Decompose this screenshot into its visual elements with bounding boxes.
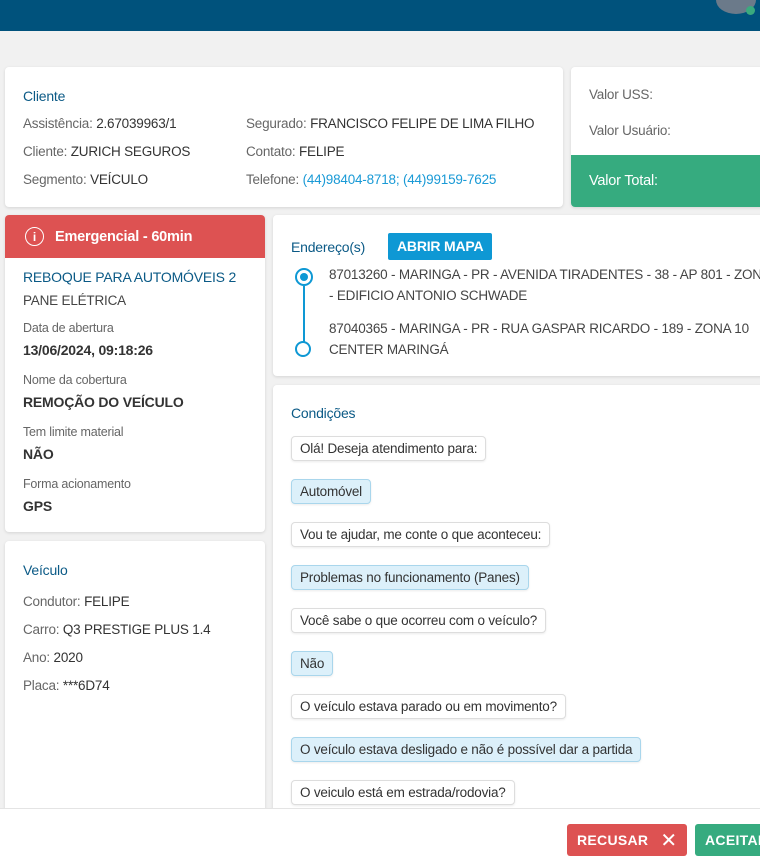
value: FELIPE xyxy=(299,144,345,159)
label: Carro: xyxy=(23,622,60,637)
priority-banner: i Emergencial - 60min xyxy=(5,215,265,258)
reject-label: RECUSAR xyxy=(577,832,649,848)
close-icon: ✕ xyxy=(660,829,678,852)
accept-label: ACEITAR xyxy=(705,832,760,848)
assistencia: Assistência: 2.67039963/1 xyxy=(23,116,177,131)
label: Placa: xyxy=(23,678,60,693)
online-status-icon xyxy=(746,6,755,15)
label: Condutor: xyxy=(23,594,81,609)
reject-button[interactable]: RECUSAR ✕ xyxy=(567,824,687,856)
cliente: Cliente: ZURICH SEGUROS xyxy=(23,144,190,159)
value: Q3 PRESTIGE PLUS 1.4 xyxy=(62,622,211,637)
phone-link[interactable]: (44)98404-8718; (44)99159-7625 xyxy=(302,172,497,187)
origin-marker-icon xyxy=(295,268,313,286)
service-name: REBOQUE PARA AUTOMÓVEIS 2 xyxy=(23,269,237,285)
field-value: GPS xyxy=(23,498,52,514)
client-card: Cliente Assistência: 2.67039963/1 Client… xyxy=(5,67,563,207)
question-bubble: Você sabe o que ocorreu com o veículo? xyxy=(291,608,547,633)
value: ***6D74 xyxy=(62,678,110,693)
address-card: Endereço(s) ABRIR MAPA 87013260 - MARING… xyxy=(273,215,760,376)
problem: PANE ELÉTRICA xyxy=(23,293,126,308)
field-value: REMOÇÃO DO VEÍCULO xyxy=(23,394,184,410)
answer-bubble: O veículo estava desligado e não é possí… xyxy=(291,737,642,762)
destination-marker-icon xyxy=(295,341,311,357)
field-label: Nome da cobertura xyxy=(23,373,127,387)
total-bar: Valor Total: xyxy=(571,155,760,207)
answer-bubble: Problemas no funcionamento (Panes) xyxy=(291,565,529,590)
priority-text: Emergencial - 60min xyxy=(55,228,193,245)
valor-uss-label: Valor USS: xyxy=(589,87,653,102)
label: Telefone: xyxy=(246,172,299,187)
value: FELIPE xyxy=(84,594,130,609)
telefone: Telefone: (44)98404-8718; (44)99159-7625 xyxy=(246,172,496,187)
address-line: - EDIFICIO ANTONIO SCHWADE xyxy=(329,288,528,303)
label: Assistência: xyxy=(23,116,93,131)
open-map-button[interactable]: ABRIR MAPA xyxy=(388,233,493,260)
field-label: Forma acionamento xyxy=(23,477,131,491)
address-line: 87040365 - MARINGA - PR - RUA GASPAR RIC… xyxy=(329,321,749,336)
top-bar xyxy=(0,0,760,31)
field-value: 13/06/2024, 09:18:26 xyxy=(23,342,153,358)
value: 2.67039963/1 xyxy=(96,116,177,131)
question-bubble: Vou te ajudar, me conte o que aconteceu: xyxy=(291,522,551,547)
label: Segurado: xyxy=(246,116,307,131)
field-label: Data de abertura xyxy=(23,321,114,335)
client-title: Cliente xyxy=(23,88,66,104)
question-bubble: Olá! Deseja atendimento para: xyxy=(291,436,487,461)
answer-bubble: Não xyxy=(291,651,334,676)
value: FRANCISCO FELIPE DE LIMA FILHO xyxy=(310,116,535,131)
contato: Contato: FELIPE xyxy=(246,144,345,159)
values-card: Valor USS: Valor Usuário: Valor Total: xyxy=(571,67,760,207)
valor-total-label: Valor Total: xyxy=(589,173,658,189)
question-bubble: O veículo estava parado ou em movimento? xyxy=(291,694,566,719)
conditions-card: Condições Olá! Deseja atendimento para: … xyxy=(273,385,760,835)
address-line: CENTER MARINGÁ xyxy=(329,342,449,357)
address-title: Endereço(s) xyxy=(291,239,366,255)
valor-usuario-label: Valor Usuário: xyxy=(589,123,671,138)
label: Ano: xyxy=(23,650,50,665)
label: Segmento: xyxy=(23,172,87,187)
question-bubble: O veiculo está em estrada/rodovia? xyxy=(291,780,515,805)
field-label: Tem limite material xyxy=(23,425,124,439)
carro: Carro: Q3 PRESTIGE PLUS 1.4 xyxy=(23,622,211,637)
service-card: i Emergencial - 60min REBOQUE PARA AUTOM… xyxy=(5,215,265,532)
value: ZURICH SEGUROS xyxy=(70,144,191,159)
placa: Placa: ***6D74 xyxy=(23,678,110,693)
vehicle-card: Veículo Condutor: FELIPE Carro: Q3 PREST… xyxy=(5,541,265,831)
condutor: Condutor: FELIPE xyxy=(23,594,130,609)
info-icon: i xyxy=(25,227,44,246)
segurado: Segurado: FRANCISCO FELIPE DE LIMA FILHO xyxy=(246,116,535,131)
label: Contato: xyxy=(246,144,296,159)
address-line: 87013260 - MARINGA - PR - AVENIDA TIRADE… xyxy=(329,267,760,282)
answer-bubble: Automóvel xyxy=(291,479,371,504)
vehicle-title: Veículo xyxy=(23,562,68,578)
ano: Ano: 2020 xyxy=(23,650,83,665)
route-line xyxy=(303,286,305,342)
segmento: Segmento: VEÍCULO xyxy=(23,172,148,187)
value: 2020 xyxy=(53,650,83,665)
field-value: NÃO xyxy=(23,446,54,462)
value: VEÍCULO xyxy=(90,172,148,187)
label: Cliente: xyxy=(23,144,68,159)
conditions-title: Condições xyxy=(291,405,356,421)
accept-button[interactable]: ACEITAR xyxy=(695,824,760,856)
